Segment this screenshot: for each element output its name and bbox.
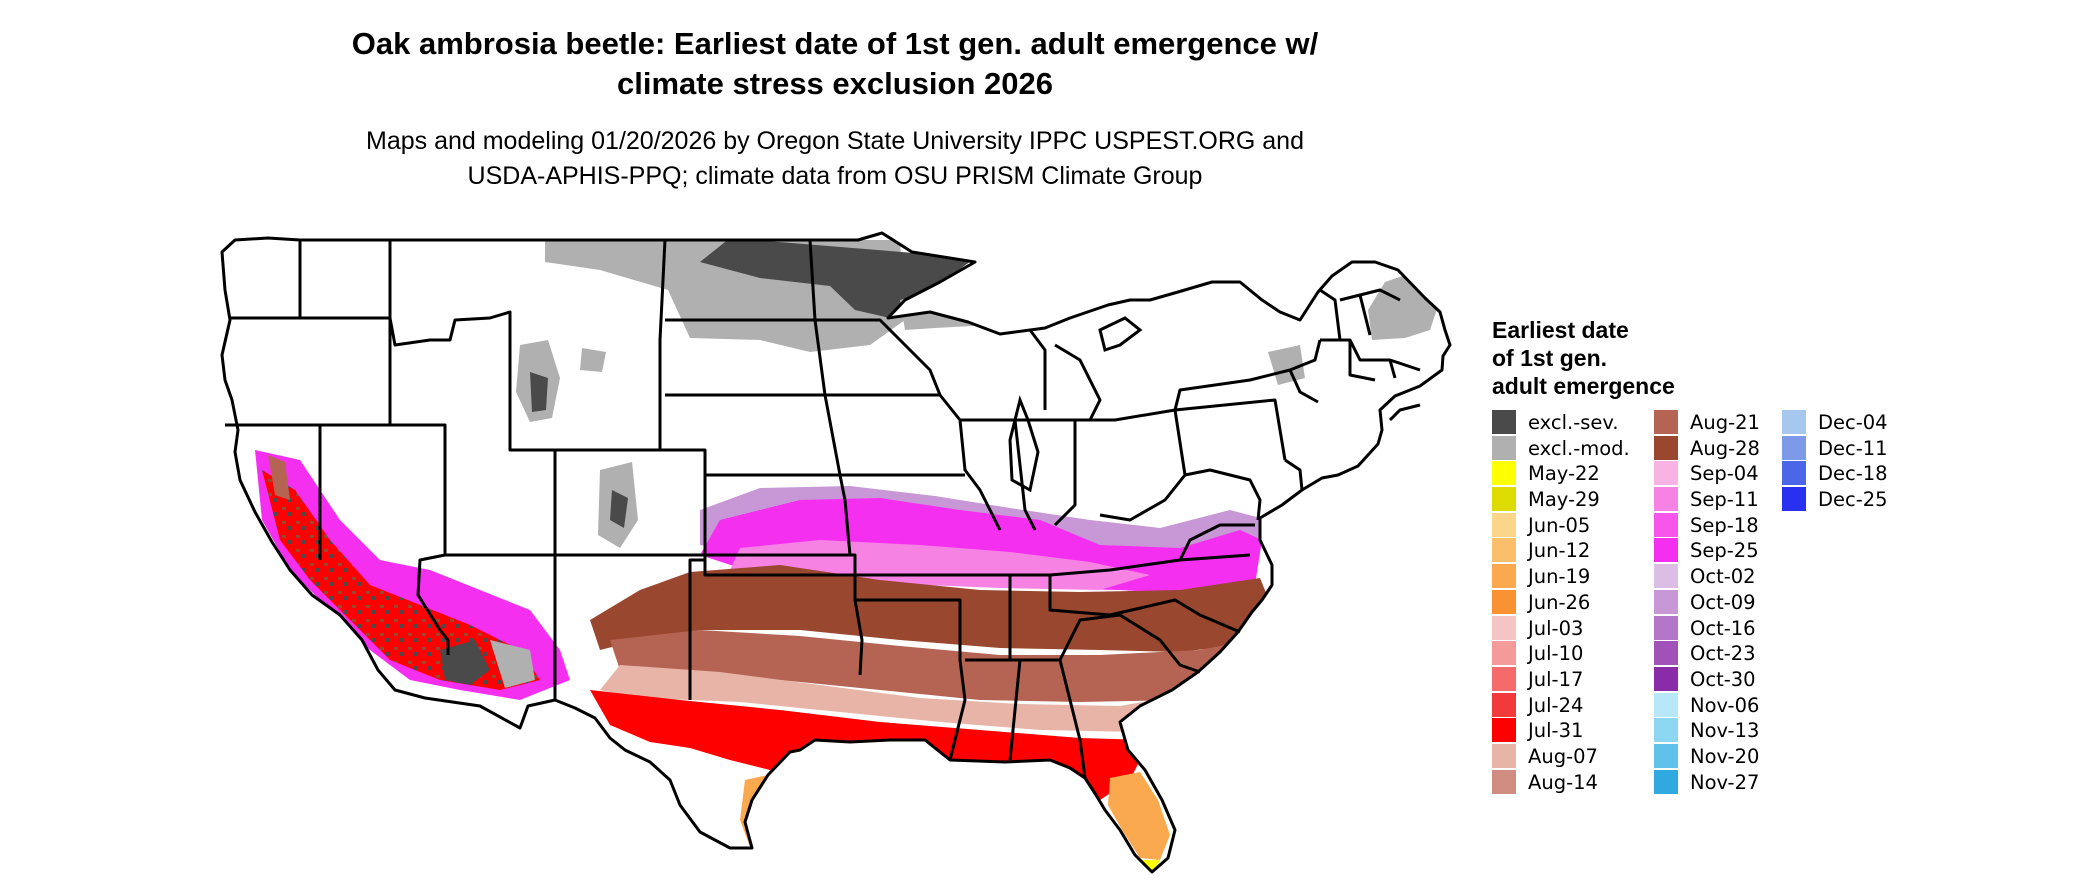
legend-swatch (1492, 615, 1516, 640)
legend-label: Oct-09 (1690, 590, 1756, 614)
legend-swatch (1654, 589, 1678, 614)
legend-label: Oct-30 (1690, 667, 1756, 691)
map-title-line-2: climate stress exclusion 2026 (617, 66, 1053, 101)
legend-label: Jul-10 (1528, 642, 1584, 666)
legend-label: Dec-25 (1818, 488, 1888, 512)
zone-excl-mod-ny (1268, 345, 1305, 385)
map-islands (1008, 316, 1421, 493)
legend-label: Nov-13 (1690, 719, 1760, 743)
legend-swatch (1654, 615, 1678, 640)
map-title: Oak ambrosia beetle: Earliest date of 1s… (170, 24, 1500, 104)
legend-swatch (1654, 538, 1678, 563)
legend-label: Oct-16 (1690, 616, 1756, 640)
zone-excl-rockies-2-sev (610, 490, 628, 528)
legend-swatch (1492, 666, 1516, 691)
zone-excl-rockies-1-sev (530, 372, 548, 412)
legend-swatch (1654, 769, 1678, 794)
legend-label: Nov-27 (1690, 770, 1760, 794)
legend-label: Sep-18 (1690, 513, 1759, 537)
zone-southwest-mod (490, 640, 535, 688)
zone-excl-mod-great-lakes (900, 288, 1060, 330)
legend-swatch (1492, 769, 1516, 794)
legend-swatch (1492, 487, 1516, 512)
legend-label: May-22 (1528, 462, 1600, 486)
legend-label: Jun-05 (1528, 513, 1591, 537)
legend-swatch (1492, 641, 1516, 666)
legend-swatch (1782, 410, 1806, 434)
legend-label: Sep-11 (1690, 488, 1759, 512)
legend-swatch (1782, 461, 1806, 486)
legend-title-line-1: Earliest date (1492, 317, 1629, 343)
zone-aug-band (590, 565, 1275, 652)
legend-label: Jul-24 (1528, 693, 1584, 717)
legend-label: Nov-20 (1690, 744, 1760, 768)
legend-swatch (1654, 743, 1678, 768)
legend-title: Earliest date of 1st gen. adult emergenc… (1492, 316, 1752, 400)
legend-swatch (1492, 743, 1516, 768)
legend-swatch (1782, 487, 1806, 512)
map-subtitle-line-2: USDA-APHIS-PPQ; climate data from OSU PR… (467, 162, 1203, 190)
legend-swatch (1654, 435, 1678, 460)
legend-swatch (1654, 564, 1678, 589)
legend-swatch (1654, 461, 1678, 486)
legend-swatch (1492, 718, 1516, 743)
zone-southwest-red (262, 470, 540, 690)
zone-aug-mid (610, 630, 1250, 702)
legend-swatch (1654, 641, 1678, 666)
legend-swatch (1654, 718, 1678, 743)
legend-label: excl.-sev. (1528, 411, 1619, 434)
legend-label: Aug-21 (1690, 411, 1760, 434)
zone-jun-florida (1108, 772, 1170, 860)
legend-swatch (1492, 435, 1516, 460)
legend-label: Jun-19 (1528, 565, 1591, 589)
legend-swatch (1654, 487, 1678, 512)
legend-swatch (1492, 461, 1516, 486)
legend-swatch (1492, 410, 1516, 434)
legend-label: Jun-26 (1528, 590, 1591, 614)
legend-swatch (1492, 589, 1516, 614)
zone-excl-rockies-3 (580, 348, 606, 372)
legend-swatch (1492, 564, 1516, 589)
legend-label: Aug-07 (1528, 744, 1598, 768)
legend-swatch (1492, 538, 1516, 563)
legend-swatch (1654, 512, 1678, 537)
legend-label: Jun-12 (1528, 539, 1591, 563)
legend-label: Jul-03 (1528, 616, 1584, 640)
legend-swatch (1654, 410, 1678, 434)
zone-aug-light (600, 665, 1210, 732)
map-title-line-1: Oak ambrosia beetle: Earliest date of 1s… (351, 26, 1319, 61)
legend-label: Aug-28 (1690, 436, 1760, 460)
legend-label: excl.-mod. (1528, 436, 1630, 460)
legend-label: Aug-14 (1528, 770, 1598, 794)
legend-swatch (1492, 692, 1516, 717)
legend-label: Dec-04 (1818, 411, 1888, 434)
zone-southwest-sev (440, 640, 490, 685)
map-subtitle: Maps and modeling 01/20/2026 by Oregon S… (170, 124, 1500, 194)
legend-label: Dec-11 (1818, 436, 1888, 460)
map-subtitle-line-1: Maps and modeling 01/20/2026 by Oregon S… (366, 127, 1304, 155)
legend-label: Jul-17 (1528, 667, 1584, 691)
legend-label: Jul-31 (1528, 719, 1584, 743)
legend-label: Sep-25 (1690, 539, 1759, 563)
legend-label: Sep-04 (1690, 462, 1759, 486)
legend-label: May-29 (1528, 488, 1600, 512)
legend-swatch (1654, 666, 1678, 691)
legend-swatch (1654, 692, 1678, 717)
state-boundaries (220, 231, 1452, 874)
legend-swatch (1492, 512, 1516, 537)
legend-title-line-3: adult emergence (1492, 373, 1675, 399)
legend-label: Dec-18 (1818, 462, 1888, 486)
legend-label: Oct-02 (1690, 565, 1756, 589)
legend-title-line-2: of 1st gen. (1492, 345, 1608, 371)
legend-label: Oct-23 (1690, 642, 1756, 666)
zone-jul-light (900, 762, 1040, 805)
legend-label: Nov-06 (1690, 693, 1760, 717)
legend-swatch (1782, 435, 1806, 460)
zone-southwest-brown (268, 455, 290, 500)
